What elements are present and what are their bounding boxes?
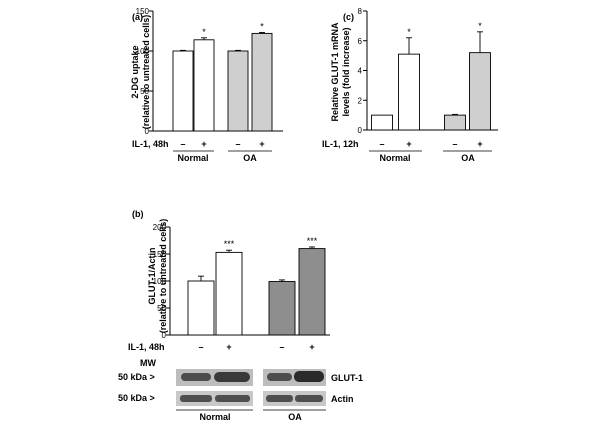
blot-band: [215, 395, 250, 402]
panel-a: (a) 2-DG uptake (relative to untreated c…: [130, 7, 283, 163]
panel-a-tag: (a): [132, 12, 143, 22]
blot-protein-glut1: GLUT-1: [331, 373, 363, 383]
blot-band: [180, 395, 212, 402]
bar: [371, 114, 393, 131]
panel-b-ylabel-line1: GLUT-1/Actin: [147, 247, 157, 304]
bar: [298, 248, 326, 336]
panel-a-ylabel-line2: (relative to untreated cells): [141, 15, 151, 130]
significance-marker: *: [202, 27, 206, 37]
blot-group-oa: OA: [288, 412, 302, 422]
y-tick-label: 0: [358, 126, 363, 135]
bar: [193, 39, 215, 132]
bar: [227, 50, 249, 132]
blot-band: [181, 373, 211, 381]
y-tick-label: 50: [140, 87, 149, 96]
bar: [187, 280, 215, 336]
y-tick-label: 50: [157, 304, 166, 313]
y-tick-label: 100: [153, 277, 167, 286]
panel-b-plus-2: +: [309, 342, 314, 352]
y-tick-label: 8: [358, 7, 363, 16]
panel-c-minus-2: –: [452, 139, 457, 149]
blot-actin-normal-lane: [176, 391, 253, 406]
y-tick-label: 6: [358, 37, 363, 46]
y-tick-label: 4: [358, 67, 363, 76]
y-tick-label: 0: [145, 127, 150, 136]
bar: [398, 53, 420, 131]
panel-b-tag: (b): [132, 209, 144, 219]
panel-c-plus-2: +: [477, 139, 482, 149]
blot-band: [267, 373, 292, 381]
y-tick-label: 0: [162, 331, 167, 340]
panel-b-plot: 0 50 100 150 200 *** ***: [153, 223, 330, 340]
panel-c-group-normal: Normal: [379, 153, 410, 163]
blot-marker-glut1: 50 kDa >: [118, 372, 155, 382]
blot-band: [214, 372, 250, 382]
panel-a-plus-2: +: [259, 139, 264, 149]
bar: [215, 251, 243, 336]
bar: [251, 32, 273, 132]
blot-group-normal: Normal: [199, 412, 230, 422]
panel-a-group-oa: OA: [243, 153, 257, 163]
significance-marker: *: [260, 21, 264, 31]
panel-c-plus-1: +: [406, 139, 411, 149]
panel-a-minus-2: –: [235, 139, 240, 149]
y-tick-label: 150: [136, 7, 150, 16]
blot-protein-actin: Actin: [331, 394, 354, 404]
panel-a-plot: 0 50 100 150 * *: [136, 7, 283, 136]
panel-c-ylabel: Relative GLUT-1 mRNA levels (fold increa…: [330, 22, 351, 122]
panel-b-minus-1: –: [198, 342, 203, 352]
panel-c-tag: (c): [343, 12, 354, 22]
blot-marker-actin: 50 kDa >: [118, 393, 155, 403]
panel-a-ylabel-line1: 2-DG uptake: [130, 45, 140, 98]
significance-marker: *: [407, 27, 411, 37]
panel-a-group-normal: Normal: [177, 153, 208, 163]
bar: [172, 50, 194, 132]
panel-b-ylabel: GLUT-1/Actin (relative to untreated cell…: [147, 219, 168, 334]
blot-band: [266, 395, 293, 402]
panel-a-minus-1: –: [180, 139, 185, 149]
panel-c-plot: 0 2 4 6 8 * *: [358, 7, 498, 135]
blot-actin-oa-lane: [263, 391, 326, 406]
panel-c-ylabel-line1: Relative GLUT-1 mRNA: [330, 22, 340, 122]
panel-b-plus-1: +: [226, 342, 231, 352]
blot-band: [295, 395, 323, 402]
panel-a-plus-1: +: [201, 139, 206, 149]
significance-marker: ***: [307, 236, 318, 246]
bar: [444, 114, 466, 131]
y-tick-label: 2: [358, 96, 363, 105]
panel-c-minus-1: –: [379, 139, 384, 149]
panel-c-group-oa: OA: [461, 153, 475, 163]
panel-b: (b) GLUT-1/Actin (relative to untreated …: [118, 209, 363, 422]
significance-marker: ***: [224, 239, 235, 249]
blot-band: [294, 371, 324, 382]
bar: [469, 52, 491, 131]
significance-marker: *: [478, 21, 482, 31]
panel-b-minus-2: –: [279, 342, 284, 352]
western-blot: MW 50 kDa > GLUT-1 50 kDa > Actin Normal…: [118, 358, 363, 422]
panel-b-treatment-label: IL-1, 48h: [128, 342, 165, 352]
bar: [268, 281, 296, 336]
panel-b-ylabel-line2: (relative to untreated cells): [158, 219, 168, 334]
panel-a-treatment-label: IL-1, 48h: [132, 139, 169, 149]
y-tick-label: 200: [153, 223, 167, 232]
y-tick-label: 150: [153, 250, 167, 259]
panel-c: (c) Relative GLUT-1 mRNA levels (fold in…: [322, 7, 498, 163]
panel-c-ylabel-line2: levels (fold increase): [341, 27, 351, 116]
panel-a-ylabel: 2-DG uptake (relative to untreated cells…: [130, 15, 151, 130]
blot-mw-label: MW: [140, 358, 156, 368]
y-tick-label: 100: [136, 47, 150, 56]
panel-c-treatment-label: IL-1, 12h: [322, 139, 359, 149]
